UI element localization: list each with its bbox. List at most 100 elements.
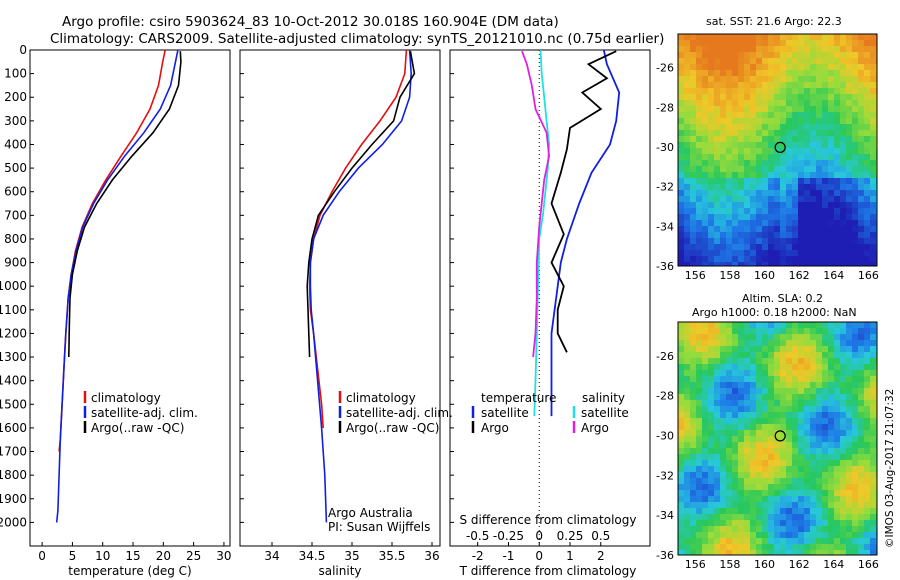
map-cell: [870, 82, 876, 88]
map-cell: [786, 142, 792, 148]
map-cell: [840, 418, 846, 424]
map-cell: [840, 160, 846, 166]
map-cell: [726, 364, 732, 370]
map-cell: [702, 442, 708, 448]
map-cell: [756, 130, 762, 136]
map-cell: [768, 202, 774, 208]
map-cell: [684, 154, 690, 160]
legend-label-sal-argo: Argo: [581, 421, 609, 435]
map-cell: [792, 34, 798, 40]
credit-line-1: Argo Australia: [328, 506, 413, 520]
map-cell: [840, 94, 846, 100]
map-cell: [708, 352, 714, 358]
map-cell: [708, 376, 714, 382]
map-cell: [690, 226, 696, 232]
map-cell: [750, 88, 756, 94]
map-cell: [822, 160, 828, 166]
map-cell: [870, 208, 876, 214]
map-cell: [708, 388, 714, 394]
map-cell: [726, 112, 732, 118]
map-cell: [816, 40, 822, 46]
map-cell: [816, 226, 822, 232]
map-cell: [786, 538, 792, 544]
map-cell: [864, 232, 870, 238]
map-cell: [702, 160, 708, 166]
map-cell: [846, 40, 852, 46]
map-cell: [804, 502, 810, 508]
map-cell: [870, 34, 876, 40]
map-cell: [804, 40, 810, 46]
map-cell: [744, 214, 750, 220]
map-cell: [678, 508, 684, 514]
map-cell: [762, 520, 768, 526]
map-cell: [822, 100, 828, 106]
map-cell: [840, 208, 846, 214]
map-cell: [864, 178, 870, 184]
map-cell: [804, 256, 810, 262]
map-cell: [798, 484, 804, 490]
map-cell: [744, 172, 750, 178]
map-cell: [756, 172, 762, 178]
map-cell: [852, 412, 858, 418]
map-cell: [822, 166, 828, 172]
map-cell: [810, 442, 816, 448]
map-cell: [804, 448, 810, 454]
map-cell: [774, 142, 780, 148]
map-cell: [714, 256, 720, 262]
map-cell: [816, 46, 822, 52]
map-cell: [714, 154, 720, 160]
map-cell: [750, 244, 756, 250]
map-cell: [738, 178, 744, 184]
map-cell: [678, 532, 684, 538]
map-cell: [786, 460, 792, 466]
map-cell: [840, 364, 846, 370]
map-cell: [852, 112, 858, 118]
map-cell: [750, 544, 756, 550]
map-cell: [828, 490, 834, 496]
map-cell: [756, 40, 762, 46]
map-cell: [858, 244, 864, 250]
map-cell: [870, 244, 876, 250]
map-cell: [810, 208, 816, 214]
map-cell: [750, 118, 756, 124]
map-cell: [696, 508, 702, 514]
map-cell: [750, 178, 756, 184]
map-cell: [714, 220, 720, 226]
map-cell: [684, 382, 690, 388]
map-cell: [738, 46, 744, 52]
map-cell: [852, 124, 858, 130]
x-tick-label: 20: [156, 549, 171, 563]
map-cell: [744, 202, 750, 208]
map-cell: [840, 376, 846, 382]
map-cell: [786, 352, 792, 358]
map-cell: [750, 532, 756, 538]
temperature-axis-label: temperature (deg C): [68, 564, 191, 578]
map-cell: [858, 346, 864, 352]
map-cell: [804, 532, 810, 538]
map-cell: [696, 82, 702, 88]
map-cell: [678, 100, 684, 106]
map-cell: [744, 70, 750, 76]
map-cell: [678, 142, 684, 148]
lat-tick-label: -28: [656, 390, 674, 403]
map-cell: [834, 538, 840, 544]
map-cell: [732, 166, 738, 172]
map-cell: [708, 232, 714, 238]
map-cell: [738, 160, 744, 166]
figure-title-line2: Climatology: CARS2009. Satellite-adjuste…: [50, 31, 664, 47]
map-cell: [834, 70, 840, 76]
map-cell: [858, 496, 864, 502]
map-cell: [744, 490, 750, 496]
map-cell: [690, 208, 696, 214]
legend-label-sal-satellite: satellite: [581, 406, 629, 420]
map-cell: [714, 364, 720, 370]
map-cell: [708, 208, 714, 214]
map-cell: [846, 34, 852, 40]
map-cell: [690, 322, 696, 328]
map-cell: [750, 424, 756, 430]
map-cell: [816, 376, 822, 382]
map-cell: [852, 184, 858, 190]
map-cell: [858, 328, 864, 334]
map-cell: [834, 112, 840, 118]
x-tick-label: 25: [186, 549, 201, 563]
